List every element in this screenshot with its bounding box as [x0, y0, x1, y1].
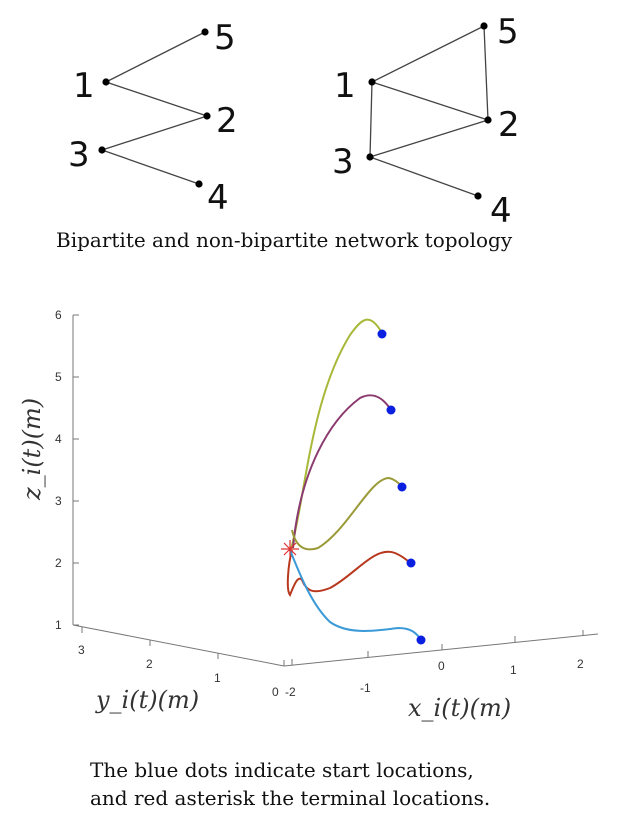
- figure-caption: The blue dots indicate start locations, …: [90, 756, 530, 812]
- node-label-5: 5: [214, 18, 236, 58]
- trajectory-3: [291, 476, 403, 551]
- z-tick-label: 3: [55, 494, 62, 508]
- network-edge: [369, 119, 489, 158]
- network-caption: Bipartite and non-bipartite network topo…: [56, 228, 513, 252]
- start-marker: [377, 329, 387, 339]
- x-tick-label: 0: [438, 659, 445, 673]
- x-tick-label: 1: [510, 663, 517, 677]
- terminal-marker-asterisk: [281, 540, 299, 558]
- node-label-2: 2: [498, 105, 520, 145]
- network-node: [368, 78, 376, 86]
- y-tick-label: 3: [78, 643, 85, 657]
- start-marker: [406, 558, 416, 568]
- network-edge: [105, 81, 208, 117]
- node-label-5: 5: [497, 12, 519, 52]
- node-label-1: 1: [73, 66, 95, 106]
- network-node: [201, 28, 209, 36]
- network-edge: [371, 25, 485, 83]
- x-tick-label: -1: [360, 681, 371, 695]
- x-tick-label: 2: [577, 657, 584, 671]
- network-node: [102, 78, 110, 86]
- y-tick-label: 2: [146, 657, 153, 671]
- network-edge: [105, 31, 206, 83]
- network-edge: [101, 115, 208, 151]
- z-tick-label: 5: [55, 370, 62, 384]
- caption-line-1: The blue dots indicate start locations,: [90, 758, 474, 782]
- node-label-4: 4: [490, 191, 512, 231]
- network-node: [484, 116, 492, 124]
- network-edge: [371, 81, 489, 121]
- trajectory-4: [286, 549, 411, 597]
- z-tick-label: 6: [55, 308, 62, 322]
- z-tick-label: 1: [55, 618, 62, 632]
- z-tick-label: 2: [55, 556, 62, 570]
- caption-line-2: and red asterisk the terminal locations.: [90, 786, 491, 810]
- node-label-3: 3: [332, 142, 354, 182]
- network-node: [98, 146, 106, 154]
- network-node: [195, 180, 203, 188]
- node-label-4: 4: [207, 178, 229, 218]
- z-ticks: [73, 314, 79, 626]
- y-tick-label: 0: [272, 685, 279, 699]
- start-marker: [416, 635, 426, 645]
- trajectory-5: [289, 549, 422, 641]
- x-axis-label: x_i(t)(m): [408, 694, 511, 722]
- trajectory-2: [292, 394, 392, 549]
- x-axis-line: [283, 633, 599, 667]
- node-label-3: 3: [68, 135, 90, 175]
- bipartite-network: 5 1 2 3 4: [68, 18, 238, 218]
- start-marker: [397, 482, 407, 492]
- network-edge: [101, 149, 200, 185]
- start-marker: [386, 405, 396, 415]
- z-tick-label: 4: [55, 432, 62, 446]
- trajectory-plot: 1 2 3 4 5 6 3 2 1 0 -2 -1 0 1 2 x_i(t)(: [18, 308, 599, 722]
- network-node: [480, 22, 488, 30]
- y-tick-label: 1: [214, 671, 221, 685]
- x-tick-label: -2: [285, 685, 296, 699]
- node-label-1: 1: [334, 66, 356, 106]
- z-axis-label: z_i(t)(m): [18, 398, 46, 501]
- network-node: [366, 153, 374, 161]
- y-ticks: [81, 627, 285, 666]
- network-node: [203, 112, 211, 120]
- network-edge: [369, 156, 479, 197]
- trajectory-1: [290, 318, 383, 550]
- y-axis-label: y_i(t)(m): [95, 686, 199, 714]
- non-bipartite-network: 5 1 2 3 4: [332, 12, 520, 231]
- network-edge: [369, 81, 373, 158]
- network-node: [474, 192, 482, 200]
- node-label-2: 2: [216, 101, 238, 141]
- network-edge: [483, 25, 489, 121]
- y-axis-line: [72, 624, 285, 667]
- x-ticks: [291, 630, 584, 665]
